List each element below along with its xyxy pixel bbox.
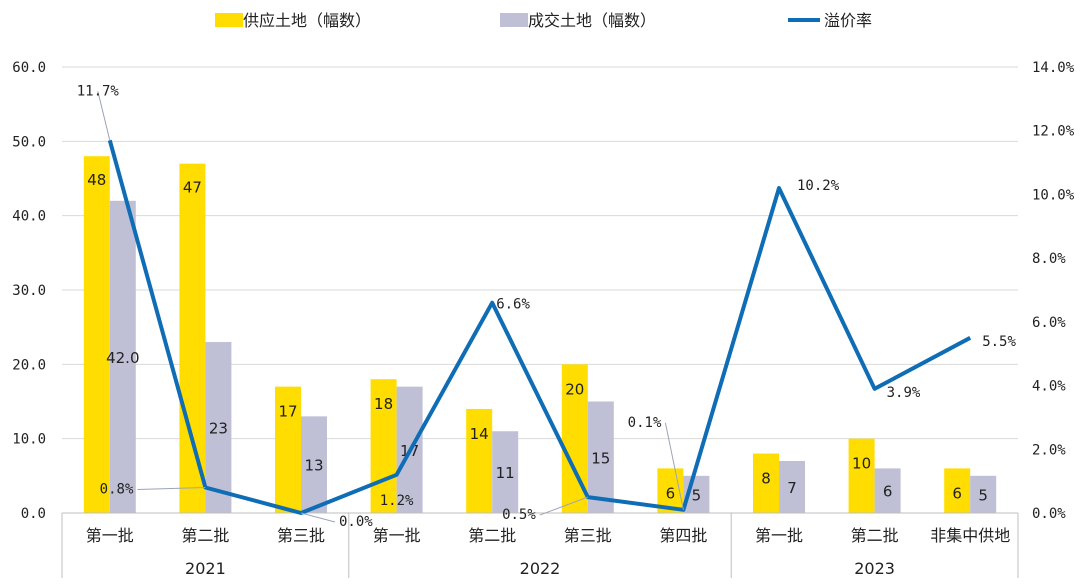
x-category-label: 第三批 — [564, 526, 612, 545]
bar-supply-label: 10 — [852, 455, 871, 473]
y-right-tick-label: 0.0% — [1032, 506, 1066, 522]
line-data-label: 5.5% — [982, 334, 1016, 350]
bar-supply — [753, 453, 779, 513]
legend-label: 成交土地（幅数） — [528, 11, 656, 30]
bar-deal-label: 5 — [692, 486, 702, 504]
legend-swatch — [500, 13, 528, 27]
line-premium-rate — [107, 139, 972, 515]
bar-deal-label: 5 — [978, 486, 988, 504]
bar-supply-label: 18 — [374, 395, 393, 413]
y-left-tick-label: 30.0 — [12, 283, 46, 299]
line-data-label: 0.1% — [628, 415, 662, 431]
y-right-tick-label: 6.0% — [1032, 315, 1066, 331]
bar-deal — [205, 342, 232, 513]
y-left-tick-label: 0.0 — [21, 506, 46, 522]
x-group-label: 2023 — [854, 559, 895, 578]
bar-deal-label: 6 — [883, 483, 893, 501]
line-data-label: 0.5% — [502, 507, 536, 523]
x-category-label: 第四批 — [659, 526, 707, 545]
bar-supply — [275, 386, 301, 513]
x-category-label: 第二批 — [468, 526, 516, 545]
bar-supply — [466, 408, 493, 513]
y-right-tick-label: 10.0% — [1032, 187, 1075, 203]
bar-deal — [874, 468, 901, 513]
bar-deal — [492, 431, 519, 513]
bar-supply — [944, 468, 971, 513]
bar-supply — [848, 438, 875, 513]
label-leader-line — [300, 512, 336, 523]
bar-deal-label: 42.0 — [106, 349, 139, 367]
x-group-label: 2022 — [520, 559, 561, 578]
y-left-tick-label: 60.0 — [12, 60, 46, 76]
y-left-tick-label: 50.0 — [12, 134, 46, 150]
bar-supply-label: 20 — [565, 380, 584, 398]
legend-swatch — [215, 13, 243, 27]
line-data-label: 10.2% — [797, 178, 840, 194]
bar-deal-label: 7 — [787, 479, 797, 497]
y-right-tick-label: 8.0% — [1032, 251, 1066, 267]
label-leader-line — [539, 496, 588, 516]
legend-label: 溢价率 — [824, 11, 872, 30]
x-category-label: 第一批 — [86, 526, 134, 545]
bar-deal-label: 11 — [496, 464, 515, 482]
bar-deal-label: 13 — [304, 457, 323, 475]
y-right-tick-label: 14.0% — [1032, 60, 1075, 76]
y-right-tick-label: 4.0% — [1032, 379, 1066, 395]
bar-deal — [779, 460, 805, 513]
bar-deal — [970, 475, 997, 513]
x-group-label: 2021 — [185, 559, 226, 578]
bar-supply-label: 8 — [761, 470, 771, 488]
legend-label: 供应土地（幅数） — [243, 11, 371, 30]
y-right-tick-label: 2.0% — [1032, 442, 1066, 458]
bar-supply — [370, 379, 397, 513]
label-leader-line — [97, 91, 111, 141]
line-data-label: 6.6% — [496, 297, 530, 313]
x-category-label: 第二批 — [181, 526, 229, 545]
x-category-label: 第一批 — [755, 526, 803, 545]
y-left-tick-label: 40.0 — [12, 209, 46, 225]
bar-supply-label: 48 — [87, 171, 106, 189]
bar-supply — [179, 163, 206, 513]
y-left-tick-label: 20.0 — [12, 357, 46, 373]
bar-supply — [83, 156, 110, 513]
bar-supply-label: 6 — [666, 484, 676, 502]
bar-supply-label: 17 — [278, 403, 297, 421]
label-leader-line — [137, 487, 206, 491]
line-data-label: 0.8% — [100, 482, 134, 498]
bar-deal — [301, 416, 327, 513]
bar-supply-label: 14 — [470, 425, 489, 443]
bar-deal — [109, 200, 136, 514]
x-category-label: 非集中供地 — [930, 526, 1010, 545]
line-data-label: 11.7% — [77, 83, 120, 99]
line-data-label: 3.9% — [887, 385, 921, 401]
label-leader-line — [664, 422, 684, 510]
x-category-label: 第三批 — [277, 526, 325, 545]
x-category-label: 第二批 — [851, 526, 899, 545]
line-data-label: 1.2% — [380, 493, 414, 509]
y-right-tick-label: 12.0% — [1032, 124, 1075, 140]
y-left-tick-label: 10.0 — [12, 432, 46, 448]
bar-deal — [587, 401, 614, 513]
bar-supply-label: 6 — [952, 484, 962, 502]
bar-deal-label: 23 — [209, 420, 228, 438]
bar-supply-label: 47 — [183, 179, 202, 197]
x-category-label: 第一批 — [373, 526, 421, 545]
bar-deal-label: 15 — [591, 449, 610, 467]
line-data-label: 0.0% — [339, 514, 373, 530]
